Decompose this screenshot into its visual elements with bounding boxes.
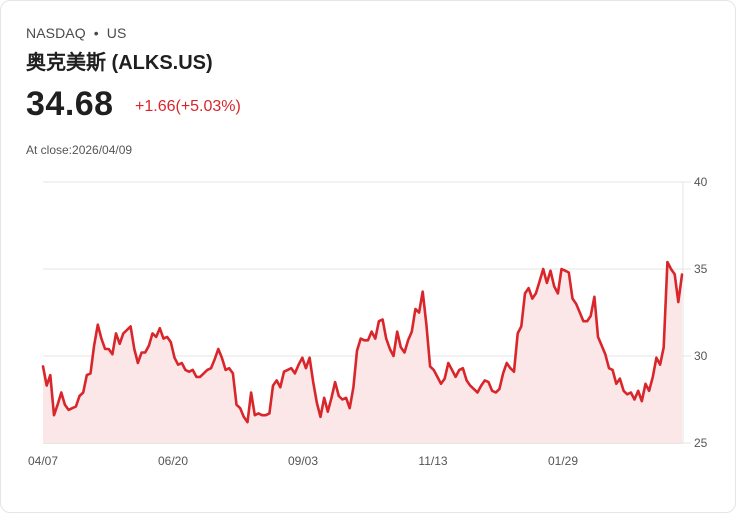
x-tick-label: 04/07 — [28, 454, 58, 468]
stock-title: 奥克美斯 (ALKS.US) — [26, 52, 213, 74]
y-axis-labels: 40 35 30 25 — [694, 175, 708, 450]
x-tick-label: 01/29 — [548, 454, 578, 468]
y-tick-label: 35 — [694, 262, 708, 276]
price-area-fill — [43, 262, 682, 443]
exchange-line: NASDAQ • US — [26, 25, 126, 41]
separator-dot: • — [93, 25, 99, 41]
x-tick-label: 11/13 — [418, 454, 447, 468]
current-price: 34.68 — [26, 85, 114, 123]
market-name: US — [106, 25, 127, 41]
x-axis-labels: 04/07 06/20 09/03 11/13 01/29 — [28, 454, 578, 468]
y-tick-label: 25 — [694, 436, 708, 450]
y-tick-label: 30 — [694, 349, 708, 363]
price-change: +1.66(+5.03%) — [135, 98, 241, 115]
y-tick-label: 40 — [694, 175, 708, 189]
close-date: At close:2026/04/09 — [26, 143, 133, 157]
x-tick-label: 09/03 — [288, 454, 318, 468]
x-tick-label: 06/20 — [158, 454, 188, 468]
price-line — [41, 260, 684, 424]
exchange-name: NASDAQ — [26, 25, 86, 41]
